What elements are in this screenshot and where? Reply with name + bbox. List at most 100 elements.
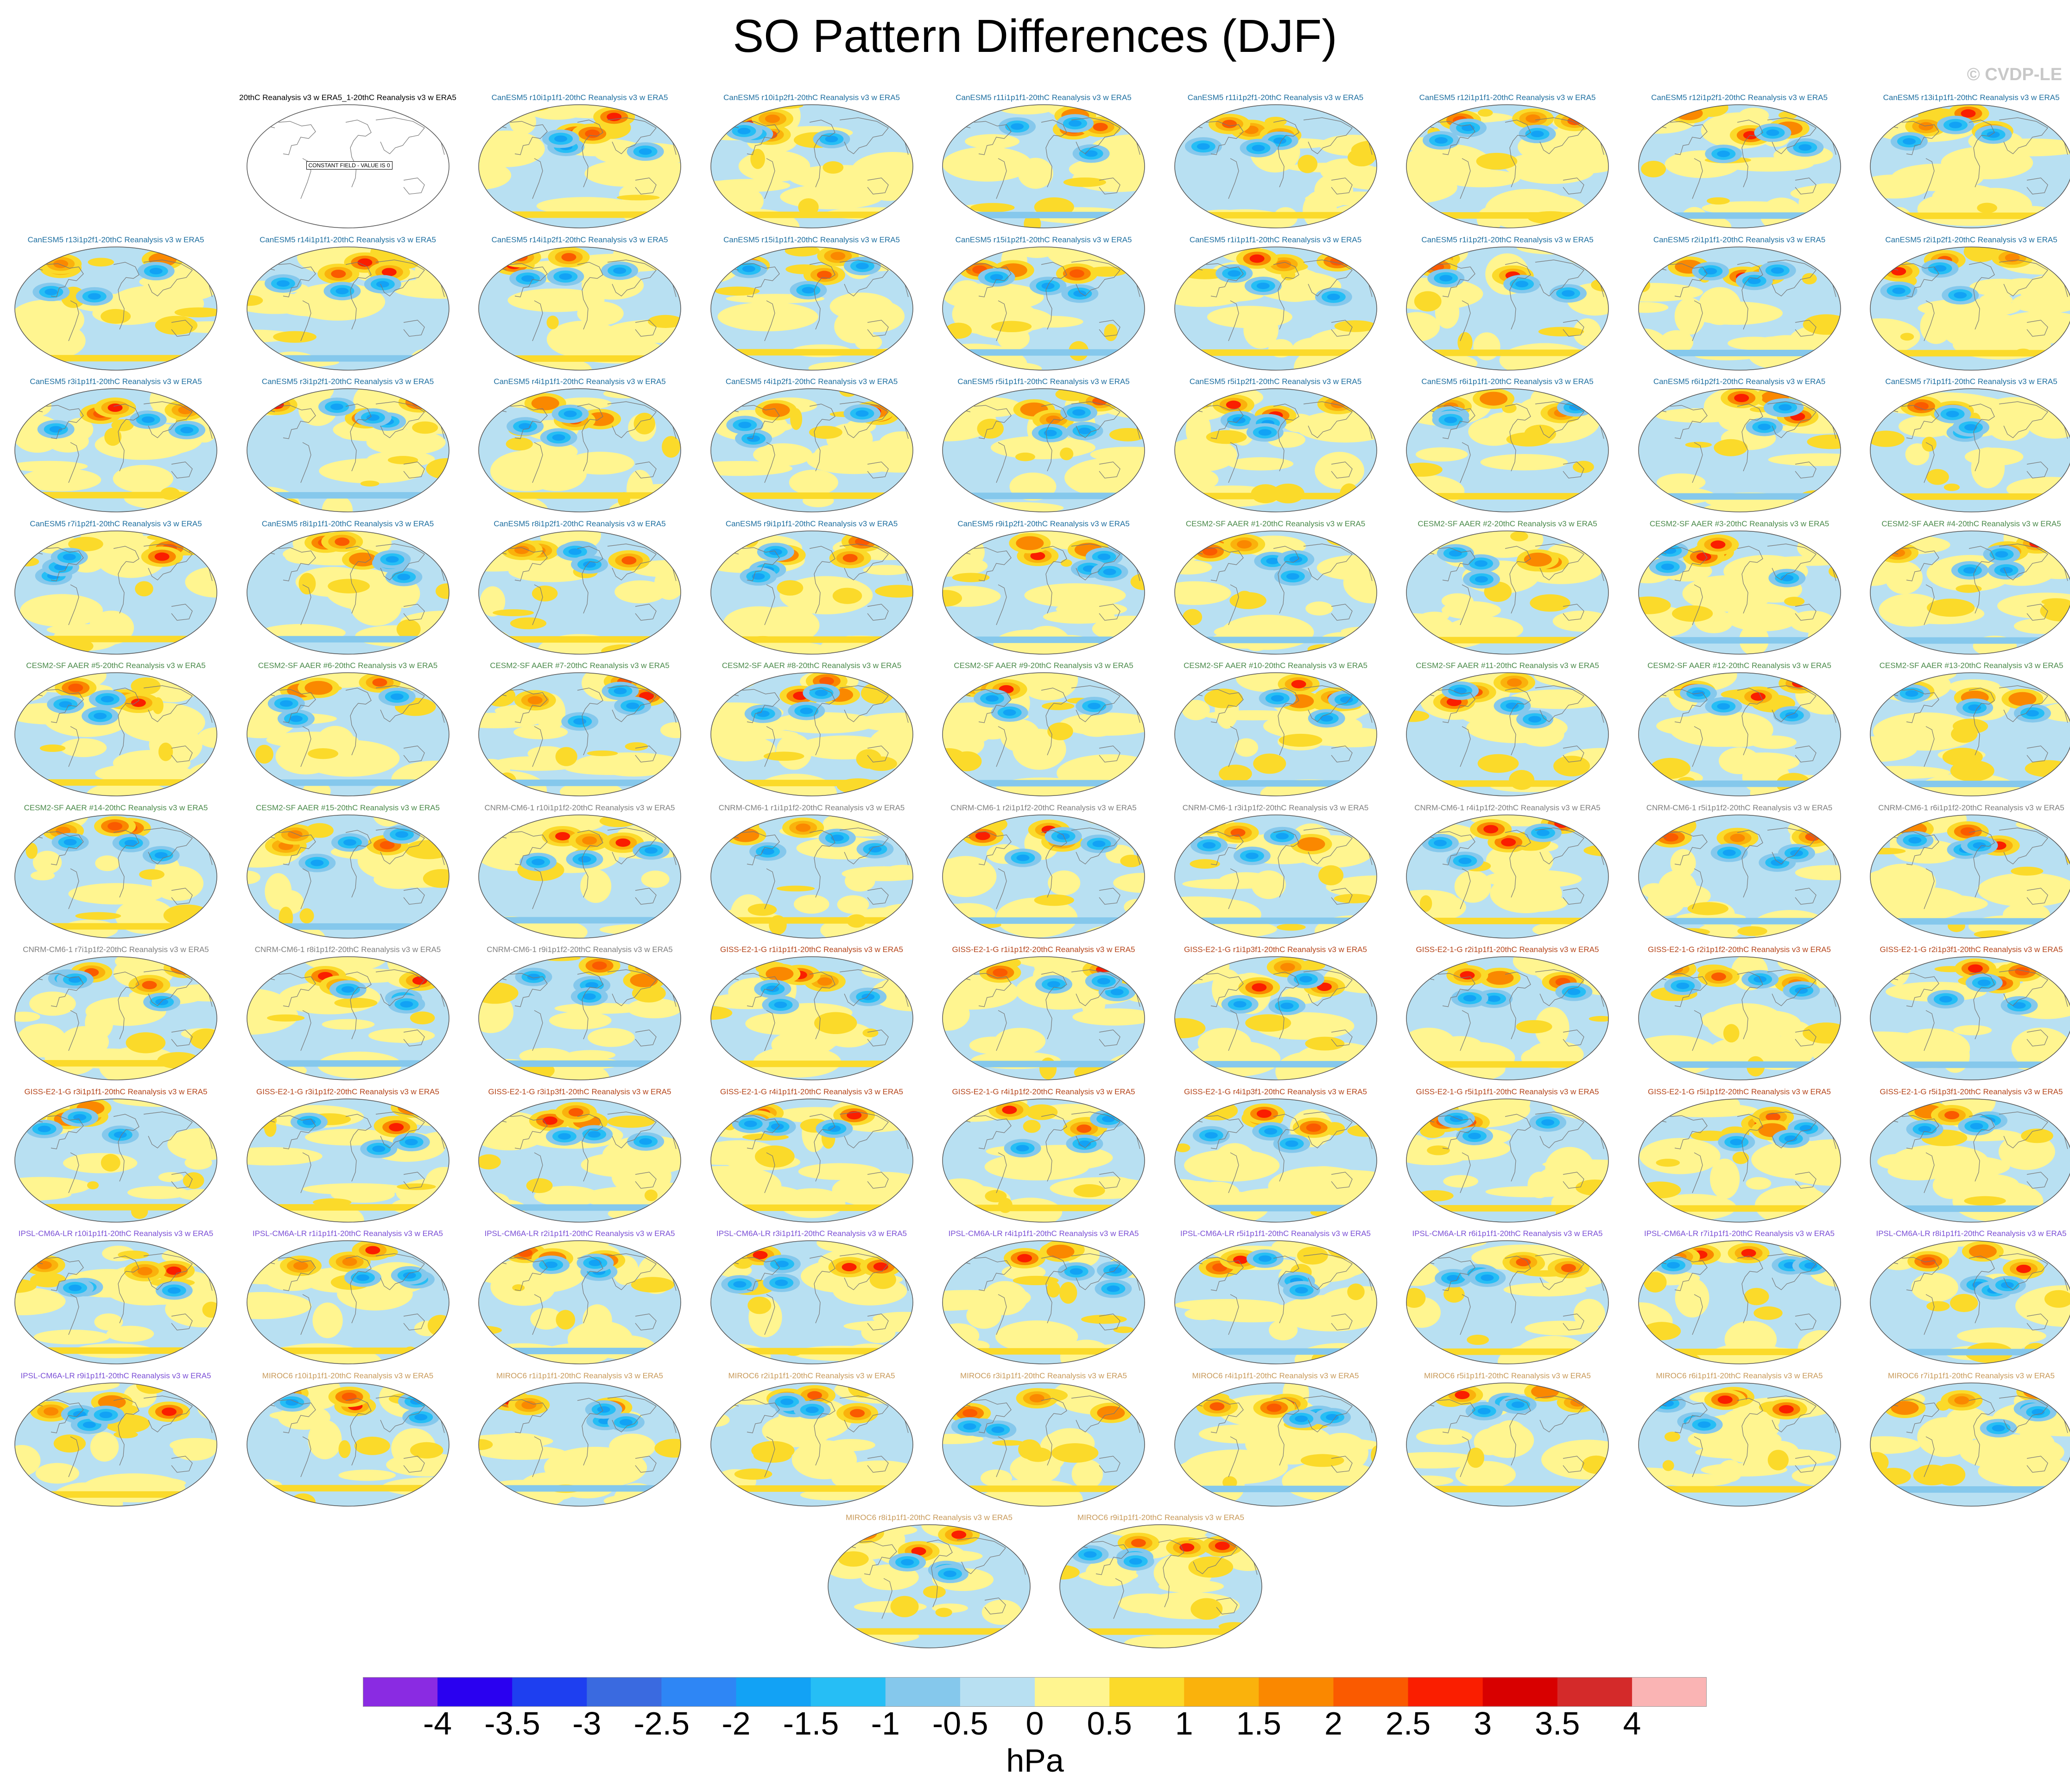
- panel-title: IPSL-CM6A-LR r5i1p1f1-20thC Reanalysis v…: [1180, 1229, 1371, 1238]
- world-map: [246, 672, 449, 796]
- world-map: [710, 672, 913, 796]
- map-panel: CanESM5 r15i1p2f1-20thC Reanalysis v3 w …: [928, 235, 1159, 374]
- map-panel-grid: 20thC Reanalysis v3 w ERA5_1-20thC Reana…: [0, 93, 2070, 1652]
- world-map: [1870, 1098, 2070, 1223]
- map-panel: CanESM5 r8i1p1f1-20thC Reanalysis v3 w E…: [232, 519, 464, 658]
- panel-title: CESM2-SF AAER #6-20thC Reanalysis v3 w E…: [258, 661, 438, 670]
- colorbar-tick-label: 1.5: [1236, 1705, 1281, 1742]
- world-map: [1406, 672, 1609, 796]
- panel-title: CESM2-SF AAER #8-20thC Reanalysis v3 w E…: [722, 661, 902, 670]
- world-map: [14, 530, 217, 655]
- map-panel: CNRM-CM6-1 r5i1p1f2-20thC Reanalysis v3 …: [1624, 803, 1855, 942]
- panel-title: GISS-E2-1-G r3i1p1f2-20thC Reanalysis v3…: [256, 1087, 439, 1096]
- panel-title: CanESM5 r3i1p2f1-20thC Reanalysis v3 w E…: [261, 377, 434, 386]
- colorbar-swatch: [437, 1677, 513, 1707]
- map-panel: GISS-E2-1-G r1i1p1f1-20thC Reanalysis v3…: [696, 945, 928, 1084]
- panel-title: MIROC6 r9i1p1f1-20thC Reanalysis v3 w ER…: [1077, 1513, 1244, 1522]
- world-map: [478, 1098, 681, 1223]
- world-map: [942, 672, 1145, 796]
- panel-title: CanESM5 r2i1p2f1-20thC Reanalysis v3 w E…: [1885, 235, 2057, 244]
- panel-title: CanESM5 r1i1p2f1-20thC Reanalysis v3 w E…: [1421, 235, 1594, 244]
- colorbar-tick-label: 1: [1175, 1705, 1193, 1742]
- map-panel: CanESM5 r7i1p1f1-20thC Reanalysis v3 w E…: [1855, 377, 2070, 516]
- colorbar-tick-label: -2: [722, 1705, 751, 1742]
- map-panel: CanESM5 r7i1p2f1-20thC Reanalysis v3 w E…: [0, 519, 232, 658]
- map-panel: CanESM5 r2i1p2f1-20thC Reanalysis v3 w E…: [1855, 235, 2070, 374]
- colorbar-tick-label: 2.5: [1385, 1705, 1431, 1742]
- map-panel: IPSL-CM6A-LR r9i1p1f1-20thC Reanalysis v…: [0, 1371, 232, 1510]
- colorbar-swatch: [1259, 1677, 1334, 1707]
- map-panel: GISS-E2-1-G r1i1p1f2-20thC Reanalysis v3…: [928, 945, 1159, 1084]
- map-panel: MIROC6 r5i1p1f1-20thC Reanalysis v3 w ER…: [1392, 1371, 1623, 1510]
- panel-title: GISS-E2-1-G r4i1p3f1-20thC Reanalysis v3…: [1184, 1087, 1367, 1096]
- panel-title: CESM2-SF AAER #11-20thC Reanalysis v3 w …: [1416, 661, 1599, 670]
- map-panel: MIROC6 r10i1p1f1-20thC Reanalysis v3 w E…: [232, 1371, 464, 1510]
- map-panel: CanESM5 r8i1p2f1-20thC Reanalysis v3 w E…: [464, 519, 696, 658]
- panel-title: CanESM5 r15i1p1f1-20thC Reanalysis v3 w …: [723, 235, 900, 244]
- world-map: [710, 104, 913, 228]
- world-map: [1870, 1382, 2070, 1507]
- panel-title: CNRM-CM6-1 r1i1p1f2-20thC Reanalysis v3 …: [718, 803, 905, 812]
- panel-title: MIROC6 r2i1p1f1-20thC Reanalysis v3 w ER…: [728, 1371, 895, 1380]
- map-panel: CanESM5 r13i1p2f1-20thC Reanalysis v3 w …: [0, 235, 232, 374]
- colorbar-tick-label: 0.5: [1087, 1705, 1132, 1742]
- world-map: [1638, 530, 1841, 655]
- map-panel: CanESM5 r6i1p1f1-20thC Reanalysis v3 w E…: [1392, 377, 1623, 516]
- panel-title: CESM2-SF AAER #10-20thC Reanalysis v3 w …: [1184, 661, 1367, 670]
- world-map: [14, 246, 217, 371]
- panel-title: GISS-E2-1-G r2i1p3f1-20thC Reanalysis v3…: [1880, 945, 2063, 954]
- world-map: [478, 104, 681, 228]
- panel-title: GISS-E2-1-G r5i1p3f1-20thC Reanalysis v3…: [1880, 1087, 2063, 1096]
- map-panel: CESM2-SF AAER #15-20thC Reanalysis v3 w …: [232, 803, 464, 942]
- panel-title: IPSL-CM6A-LR r10i1p1f1-20thC Reanalysis …: [18, 1229, 214, 1238]
- panel-title: CanESM5 r8i1p1f1-20thC Reanalysis v3 w E…: [261, 519, 434, 528]
- world-map: [14, 956, 217, 1080]
- map-panel: CanESM5 r14i1p1f1-20thC Reanalysis v3 w …: [232, 235, 464, 374]
- map-panel: CNRM-CM6-1 r8i1p1f2-20thC Reanalysis v3 …: [232, 945, 464, 1084]
- map-panel: GISS-E2-1-G r5i1p1f2-20thC Reanalysis v3…: [1624, 1087, 1855, 1226]
- world-map: [1174, 814, 1377, 939]
- panel-title: CanESM5 r6i1p2f1-20thC Reanalysis v3 w E…: [1653, 377, 1826, 386]
- map-panel: IPSL-CM6A-LR r4i1p1f1-20thC Reanalysis v…: [928, 1229, 1159, 1368]
- colorbar-swatch: [1557, 1677, 1633, 1707]
- map-panel: CanESM5 r9i1p2f1-20thC Reanalysis v3 w E…: [928, 519, 1159, 658]
- world-map: [246, 104, 449, 228]
- world-map: [942, 1382, 1145, 1507]
- panel-title: IPSL-CM6A-LR r9i1p1f1-20thC Reanalysis v…: [20, 1371, 211, 1380]
- panel-title: CanESM5 r12i1p1f1-20thC Reanalysis v3 w …: [1419, 93, 1596, 102]
- panel-title: CanESM5 r13i1p1f1-20thC Reanalysis v3 w …: [1883, 93, 2060, 102]
- colorbar-tick-label: -4: [423, 1705, 452, 1742]
- map-panel: CESM2-SF AAER #3-20thC Reanalysis v3 w E…: [1624, 519, 1855, 658]
- map-panel: CanESM5 r4i1p1f1-20thC Reanalysis v3 w E…: [464, 377, 696, 516]
- panel-title: MIROC6 r10i1p1f1-20thC Reanalysis v3 w E…: [262, 1371, 434, 1380]
- world-map: [710, 246, 913, 371]
- map-panel: MIROC6 r8i1p1f1-20thC Reanalysis v3 w ER…: [813, 1513, 1045, 1652]
- panel-title: GISS-E2-1-G r3i1p1f1-20thC Reanalysis v3…: [24, 1087, 208, 1096]
- world-map: [246, 530, 449, 655]
- world-map: [710, 1240, 913, 1364]
- panel-title: GISS-E2-1-G r4i1p1f1-20thC Reanalysis v3…: [720, 1087, 903, 1096]
- panel-title: CanESM5 r7i1p1f1-20thC Reanalysis v3 w E…: [1885, 377, 2057, 386]
- colorbar-tick-label: 4: [1623, 1705, 1641, 1742]
- world-map: [1174, 1240, 1377, 1364]
- map-panel: GISS-E2-1-G r2i1p3f1-20thC Reanalysis v3…: [1855, 945, 2070, 1084]
- map-panel: 20thC Reanalysis v3 w ERA5_1-20thC Reana…: [232, 93, 464, 232]
- map-panel: GISS-E2-1-G r3i1p1f2-20thC Reanalysis v3…: [232, 1087, 464, 1226]
- panel-title: CESM2-SF AAER #2-20thC Reanalysis v3 w E…: [1418, 519, 1597, 528]
- map-panel: IPSL-CM6A-LR r1i1p1f1-20thC Reanalysis v…: [232, 1229, 464, 1368]
- panel-title: CanESM5 r2i1p1f1-20thC Reanalysis v3 w E…: [1653, 235, 1826, 244]
- map-panel: CESM2-SF AAER #11-20thC Reanalysis v3 w …: [1392, 661, 1623, 800]
- panel-title: MIROC6 r4i1p1f1-20thC Reanalysis v3 w ER…: [1192, 1371, 1359, 1380]
- world-map: [1174, 104, 1377, 228]
- colorbar-swatch: [661, 1677, 737, 1707]
- world-map: [1638, 1098, 1841, 1223]
- map-panel: CESM2-SF AAER #13-20thC Reanalysis v3 w …: [1855, 661, 2070, 800]
- colorbar-tick-label: 3: [1474, 1705, 1492, 1742]
- world-map: [246, 956, 449, 1080]
- world-map: [710, 1382, 913, 1507]
- panel-title: CanESM5 r8i1p2f1-20thC Reanalysis v3 w E…: [494, 519, 666, 528]
- map-panel: GISS-E2-1-G r4i1p1f1-20thC Reanalysis v3…: [696, 1087, 928, 1226]
- world-map: [942, 814, 1145, 939]
- panel-title: CNRM-CM6-1 r9i1p1f2-20thC Reanalysis v3 …: [487, 945, 673, 954]
- map-panel: CESM2-SF AAER #1-20thC Reanalysis v3 w E…: [1160, 519, 1392, 658]
